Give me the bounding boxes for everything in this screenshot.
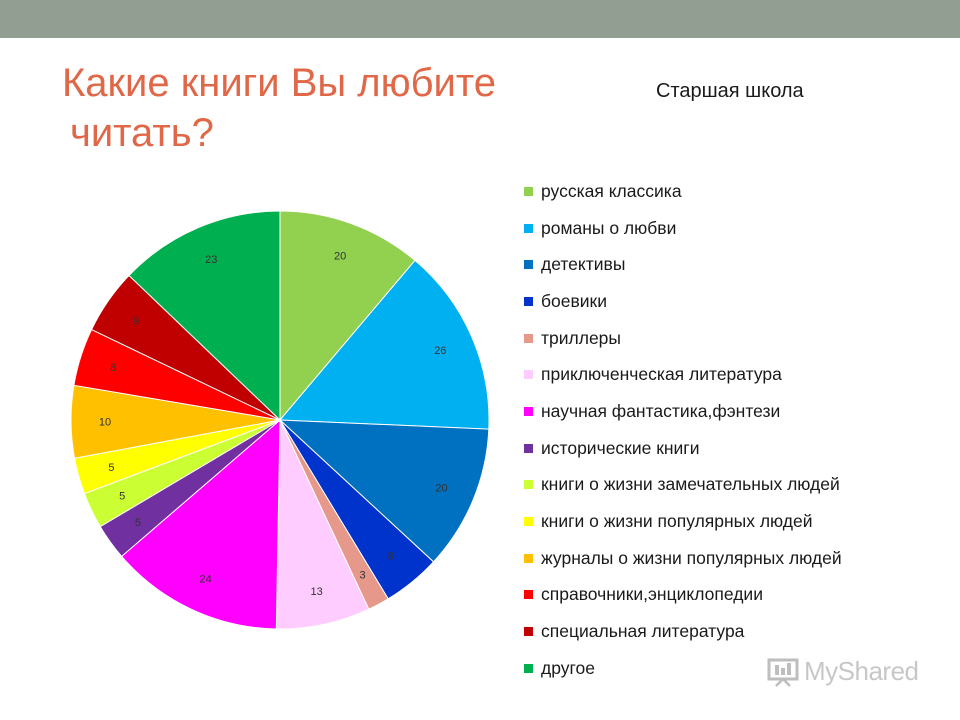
legend-item-12: специальная литература (524, 613, 842, 650)
legend-item-8: книги о жизни замечательных людей (524, 467, 842, 504)
legend-item-11: справочники,энциклопедии (524, 577, 842, 614)
legend-label: триллеры (541, 327, 621, 348)
legend-item-4: триллеры (524, 320, 842, 357)
legend-item-3: боевики (524, 283, 842, 320)
pie-slice-0 (279, 210, 416, 422)
legend-item-1: романы о любви (524, 210, 842, 247)
legend-item-10: журналы о жизни популярных людей (524, 540, 842, 577)
data-label-8: 5 (119, 491, 125, 503)
legend-label: боевики (541, 290, 607, 311)
pie-slice-13 (128, 210, 281, 422)
data-label-10: 10 (99, 417, 111, 429)
slide-title: Какие книги Вы любите читать? (62, 58, 582, 158)
legend-swatch (524, 296, 533, 306)
legend-swatch (524, 223, 533, 233)
legend-label: специальная литература (541, 621, 745, 642)
legend-swatch (524, 590, 533, 600)
legend-item-5: приключенческая литература (524, 356, 842, 393)
legend-item-6: научная фантастика,фэнтези (524, 393, 842, 430)
legend-swatch (524, 443, 533, 453)
pie-slice-2 (278, 419, 490, 563)
legend-label: книги о жизни замечательных людей (541, 474, 840, 495)
watermark: MyShared (766, 656, 919, 687)
chart-title: Старшая школа (656, 80, 804, 102)
data-label-12: 9 (133, 315, 139, 327)
legend-swatch (524, 260, 533, 270)
data-label-0: 20 (334, 251, 346, 263)
data-label-11: 8 (110, 362, 116, 374)
data-label-1: 26 (434, 345, 446, 357)
watermark-text: MyShared (804, 656, 919, 686)
presentation-icon (767, 658, 799, 687)
legend-item-13: другое (524, 650, 842, 687)
legend-label: романы о любви (541, 217, 677, 238)
legend-swatch (524, 627, 533, 637)
data-label-6: 24 (200, 573, 212, 585)
pie-slice-6 (120, 418, 281, 630)
data-label-9: 5 (108, 462, 114, 474)
legend-label: детективы (541, 254, 626, 275)
legend-item-7: исторические книги (524, 430, 842, 467)
legend-swatch (524, 370, 533, 380)
legend-swatch (524, 186, 533, 196)
data-label-13: 23 (205, 254, 217, 266)
top-bar (0, 0, 960, 38)
legend-label: журналы о жизни популярных людей (541, 547, 842, 568)
legend-label: другое (541, 657, 595, 678)
legend-swatch (524, 553, 533, 563)
legend-label: исторические книги (541, 437, 700, 458)
chart-legend: русская классика романы о любви детективы б… (524, 173, 842, 687)
data-label-7: 5 (135, 517, 141, 529)
data-label-5: 13 (310, 586, 322, 598)
slide-title-line2: читать? (70, 111, 214, 155)
data-label-3: 8 (388, 551, 394, 563)
pie-chart: 20 26 20 8 3 13 24 5 5 5 10 8 9 23 (70, 210, 490, 630)
legend-label: приключенческая литература (541, 364, 782, 385)
data-label-2: 20 (435, 482, 447, 494)
legend-swatch (524, 333, 533, 343)
legend-swatch (524, 480, 533, 490)
slide-title-line1: Какие книги Вы любите (62, 61, 496, 105)
legend-label: научная фантастика,фэнтези (541, 400, 781, 421)
legend-label: русская классика (541, 180, 682, 201)
legend-item-0: русская классика (524, 173, 842, 210)
legend-item-9: книги о жизни популярных людей (524, 503, 842, 540)
legend-item-2: детективы (524, 246, 842, 283)
legend-label: справочники,энциклопедии (541, 584, 763, 605)
pie-slice-1 (278, 259, 490, 430)
legend-swatch (524, 406, 533, 416)
legend-swatch (524, 517, 533, 527)
legend-label: книги о жизни популярных людей (541, 511, 813, 532)
data-label-4: 3 (360, 569, 366, 581)
legend-swatch (524, 663, 533, 673)
